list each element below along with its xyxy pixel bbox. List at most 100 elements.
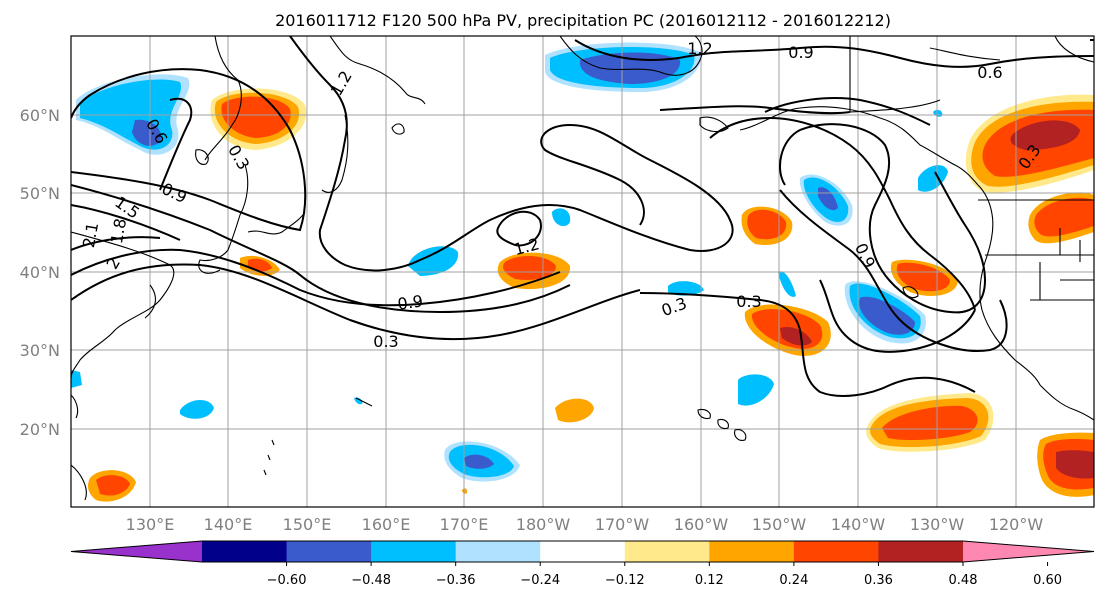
colorbar-tick-label: 0.36 xyxy=(864,573,893,588)
contour-label: 0.6 xyxy=(977,63,1002,82)
lon-label: 170°W xyxy=(595,515,650,534)
coastline xyxy=(1054,36,1094,63)
colorbar: −0.60 −0.48 −0.36 −0.24 −0.12 0.12 0.24 0.36 0.4… xyxy=(70,540,1095,588)
contour-line xyxy=(71,204,181,241)
contour-line xyxy=(764,97,931,126)
coastline xyxy=(329,36,426,105)
contour-line xyxy=(819,279,976,353)
contour-line xyxy=(779,123,987,314)
coastline xyxy=(247,211,306,235)
precip-area xyxy=(668,281,704,296)
coastline xyxy=(71,394,79,419)
coastline xyxy=(1039,384,1094,421)
contour-line xyxy=(159,97,193,191)
contour-label: 0.3 xyxy=(373,332,398,351)
coastline xyxy=(195,149,209,165)
precip-area xyxy=(1010,120,1080,150)
map-frame xyxy=(70,35,1095,508)
colorbar-outline xyxy=(70,540,1095,563)
colorbar-tick-label: −0.60 xyxy=(267,573,307,588)
colorbar-tick-label: 0.60 xyxy=(1033,573,1062,588)
contour-label: 1.8 xyxy=(107,217,130,245)
colorbar-tick-label: −0.48 xyxy=(351,573,391,588)
colorbar-segment xyxy=(286,541,372,562)
precip-shading xyxy=(71,42,1094,502)
contour-label: 0.9 xyxy=(788,43,813,62)
contour-label: 1.2 xyxy=(687,39,712,58)
colorbar-tick-label: −0.36 xyxy=(436,573,476,588)
lat-label: 40°N xyxy=(20,263,60,282)
coastline xyxy=(204,36,242,161)
contour-label: 0.3 xyxy=(736,292,761,311)
border xyxy=(849,99,941,113)
colorbar-segment xyxy=(878,541,964,562)
coastline xyxy=(355,397,373,407)
lon-label: 170°E xyxy=(440,515,489,534)
colorbar-extend-high xyxy=(963,541,1094,562)
contour-line xyxy=(496,210,542,247)
precip-area xyxy=(918,165,948,192)
precip-area xyxy=(132,119,161,146)
coastline xyxy=(697,408,711,420)
precip-area xyxy=(859,296,915,335)
coastline xyxy=(977,184,1041,386)
precip-area xyxy=(462,488,468,494)
colorbar-segment xyxy=(202,541,288,562)
coastline xyxy=(198,164,249,274)
coastline xyxy=(699,116,729,133)
lon-label: 140°E xyxy=(204,515,253,534)
contour-labels: 1.2 0.9 0.6 0.6 0.3 0.9 1.5 1.8 2.1 2 1.… xyxy=(79,39,1045,351)
precip-area xyxy=(1034,197,1094,237)
pv-contours xyxy=(71,36,1094,397)
coastline xyxy=(391,123,405,135)
precip-area xyxy=(354,397,363,405)
lon-label: 130°W xyxy=(910,515,965,534)
precip-area xyxy=(1056,450,1094,479)
coastline xyxy=(929,47,1001,61)
colorbar-tick-label: −0.12 xyxy=(605,573,645,588)
colorbar-segment xyxy=(709,541,795,562)
contour-line xyxy=(71,263,641,341)
colorbar-segment xyxy=(371,541,457,562)
coastline xyxy=(734,429,747,441)
figure-title: 2016011712 F120 500 hPa PV, precipitatio… xyxy=(275,11,891,30)
precip-area xyxy=(738,374,774,406)
lon-label: 130°E xyxy=(126,515,175,534)
colorbar-tick-label: 0.24 xyxy=(779,573,808,588)
precip-area xyxy=(464,454,494,469)
coastline xyxy=(71,231,175,379)
coastlines xyxy=(71,36,1094,501)
colorbar-extend-low xyxy=(71,541,202,562)
precip-area xyxy=(180,399,214,419)
lat-label: 60°N xyxy=(20,106,60,125)
precip-area xyxy=(96,475,130,496)
contour-line xyxy=(71,184,571,314)
contour-line xyxy=(709,116,976,311)
coastline xyxy=(559,36,703,76)
latitude-labels: 60°N 50°N 40°N 30°N 20°N xyxy=(20,106,60,439)
contour-line xyxy=(289,36,734,272)
precip-area xyxy=(555,398,594,423)
coastline xyxy=(71,464,87,501)
map-panel: 1.2 0.9 0.6 0.6 0.3 0.9 1.5 1.8 2.1 2 1.… xyxy=(20,35,1095,534)
lat-label: 20°N xyxy=(20,420,60,439)
colorbar-tick-label: −0.24 xyxy=(520,573,560,588)
lon-label: 140°W xyxy=(831,515,886,534)
contour-line xyxy=(779,189,1008,352)
coastline xyxy=(144,284,156,319)
precip-area xyxy=(882,405,978,440)
coastline xyxy=(739,106,979,186)
border xyxy=(985,254,1094,301)
lat-label: 30°N xyxy=(20,341,60,360)
precip-area xyxy=(747,209,787,240)
contour-line xyxy=(71,248,561,307)
lon-label: 180°W xyxy=(516,515,571,534)
lon-label: 150°E xyxy=(283,515,332,534)
contour-line xyxy=(71,68,307,232)
lon-label: 160°E xyxy=(362,515,411,534)
coastline xyxy=(321,114,349,193)
lat-label: 50°N xyxy=(20,184,60,203)
precip-area xyxy=(778,271,796,297)
lon-label: 150°W xyxy=(752,515,807,534)
